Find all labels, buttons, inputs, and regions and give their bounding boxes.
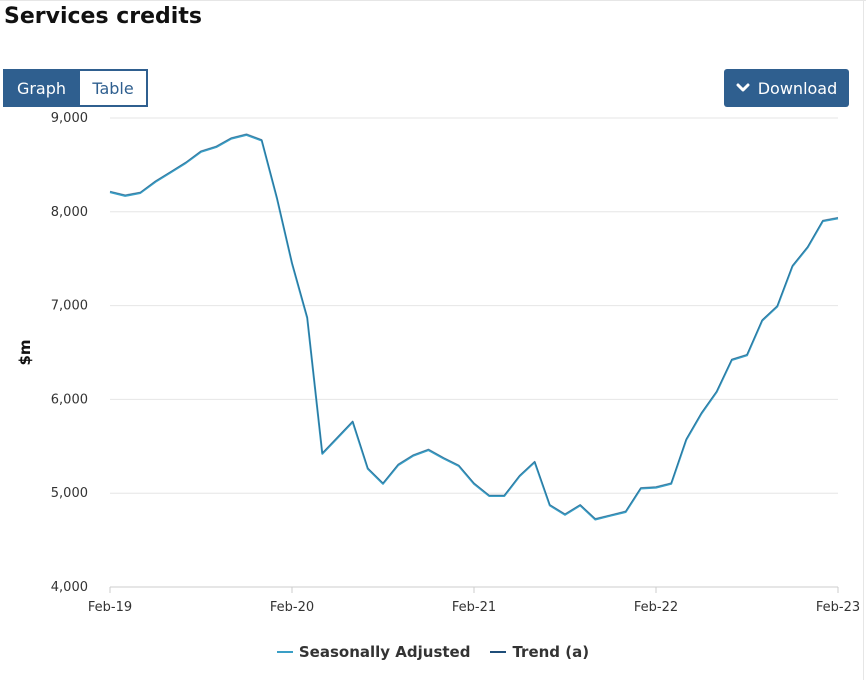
y-axis-label: $m [16,339,34,365]
chevron-down-icon [736,83,750,92]
download-label: Download [757,78,838,98]
legend-label-seasonally-adjusted: Seasonally Adjusted [298,643,471,661]
legend-label-trend: Trend (a) [512,643,590,661]
series-lines [109,133,839,521]
page-title: Services credits [4,4,202,29]
top-divider [0,0,866,1]
view-tabs: Graph Table [3,69,148,107]
y-tick-label: 8,000 [51,205,88,220]
legend-item-seasonally-adjusted[interactable]: Seasonally Adjusted [276,643,471,661]
y-tick-label: 5,000 [51,486,88,501]
tab-graph[interactable]: Graph [3,69,80,107]
right-divider [863,0,864,680]
series-line-seasonally-adjusted [109,133,839,521]
chart-legend: Seasonally Adjusted Trend (a) [0,643,866,661]
y-tick-label: 4,000 [51,580,88,595]
x-tick-label: Feb-21 [452,600,496,615]
x-tick-label: Feb-22 [634,600,678,615]
download-button[interactable]: Download [724,69,849,107]
x-tick-label: Feb-20 [270,600,314,615]
legend-swatch-seasonally-adjusted [276,651,293,653]
y-axis-ticks: 4,000 5,000 6,000 7,000 8,000 9,000 [51,111,88,595]
y-tick-label: 9,000 [51,111,88,126]
tab-table[interactable]: Table [80,69,148,107]
y-tick-label: 6,000 [51,392,88,407]
x-tick-label: Feb-23 [816,600,860,615]
y-tick-label: 7,000 [51,299,88,314]
legend-item-trend[interactable]: Trend (a) [490,643,589,661]
series-line-trend [109,133,839,519]
x-tick-label: Feb-19 [88,600,132,615]
x-axis-ticks: Feb-19 Feb-20 Feb-21 Feb-22 Feb-23 [88,587,860,615]
gridlines [110,117,838,494]
legend-swatch-trend [490,651,507,653]
